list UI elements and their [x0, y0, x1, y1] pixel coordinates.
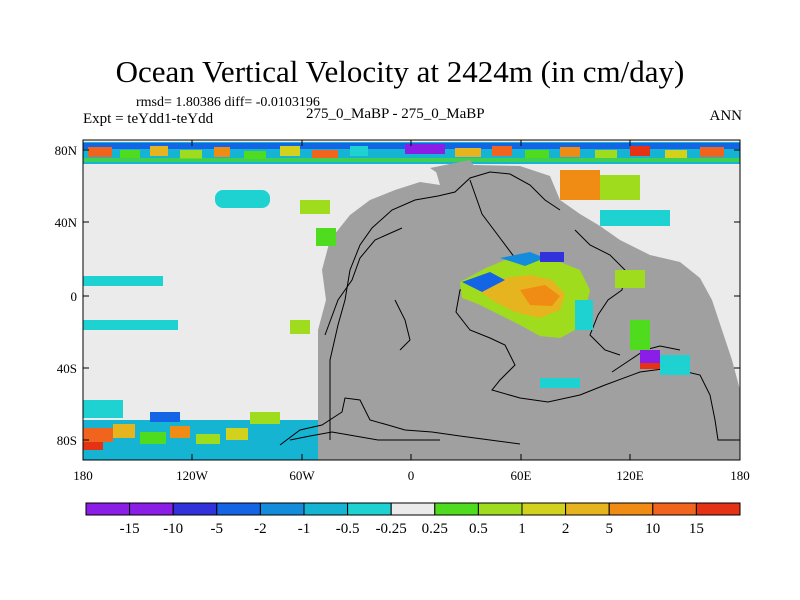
rmsd-diff-text: rmsd= 1.80386 diff= -0.0103196 — [136, 95, 320, 110]
experiment-label: Expt = teYdd1-teYdd — [83, 111, 214, 127]
colorbar-label: 1 — [518, 521, 526, 537]
lat-labels: 80N 40N 0 40S 80S — [55, 143, 78, 448]
colorbar-box — [347, 502, 392, 516]
case-names: 275_0_MaBP - 275_0_MaBP — [306, 106, 485, 122]
colorbar-box — [695, 502, 741, 516]
plot-title: Ocean Vertical Velocity at 2424m (in cm/… — [115, 54, 685, 89]
colorbar-label: -2 — [254, 521, 267, 537]
lon-label-120e: 120E — [616, 468, 644, 483]
lon-label-180e: 180 — [730, 468, 750, 483]
colorbar-box — [172, 502, 218, 516]
colorbar-box — [434, 502, 479, 516]
colorbar-label: 10 — [645, 521, 660, 537]
lat-label-40s: 40S — [57, 361, 77, 376]
colorbar-label: 0.25 — [422, 521, 448, 537]
colorbar-box — [259, 502, 305, 516]
colorbar-box — [521, 502, 567, 516]
colorbar-box — [565, 502, 610, 516]
map-field — [83, 140, 740, 460]
colorbar-label: 0.5 — [469, 521, 488, 537]
colorbar-label: -10 — [163, 521, 183, 537]
colorbar-box — [652, 502, 697, 516]
lat-label-0: 0 — [71, 289, 78, 304]
colorbar-box — [477, 502, 523, 516]
colorbar-label: -0.25 — [376, 521, 407, 537]
lon-label-60w: 60W — [289, 468, 315, 483]
colorbar: -15 -10 -5 -2 -1 -0.5 -0.25 0.25 0.5 1 2 5 10 15 — [85, 502, 741, 537]
colorbar-box — [129, 502, 174, 516]
colorbar-label: 5 — [605, 521, 613, 537]
lat-label-80s: 80S — [57, 433, 77, 448]
colorbar-label: 2 — [562, 521, 570, 537]
lon-label-60e: 60E — [511, 468, 532, 483]
basin-anomaly — [460, 252, 593, 338]
colorbar-box — [303, 502, 349, 516]
season-label: ANN — [709, 108, 743, 124]
colorbar-label: -1 — [298, 521, 311, 537]
lon-label-180w: 180 — [73, 468, 93, 483]
colorbar-box — [85, 502, 131, 516]
lon-ticks — [191, 140, 631, 460]
lon-label-120w: 120W — [176, 468, 209, 483]
colorbar-label: -0.5 — [336, 521, 360, 537]
colorbar-label: -15 — [120, 521, 140, 537]
colorbar-label: 15 — [689, 521, 704, 537]
lat-ticks — [83, 149, 740, 441]
lat-label-40n: 40N — [55, 215, 78, 230]
scattered-patches — [83, 170, 690, 424]
lat-label-80n: 80N — [55, 143, 78, 158]
colorbar-box — [216, 502, 261, 516]
lon-label-0: 0 — [408, 468, 415, 483]
lon-labels: 180 120W 60W 0 60E 120E 180 — [73, 468, 750, 483]
colorbar-box — [608, 502, 654, 516]
arctic-patches — [83, 144, 740, 162]
colorbar-label: -5 — [211, 521, 224, 537]
colorbar-box — [390, 502, 436, 516]
